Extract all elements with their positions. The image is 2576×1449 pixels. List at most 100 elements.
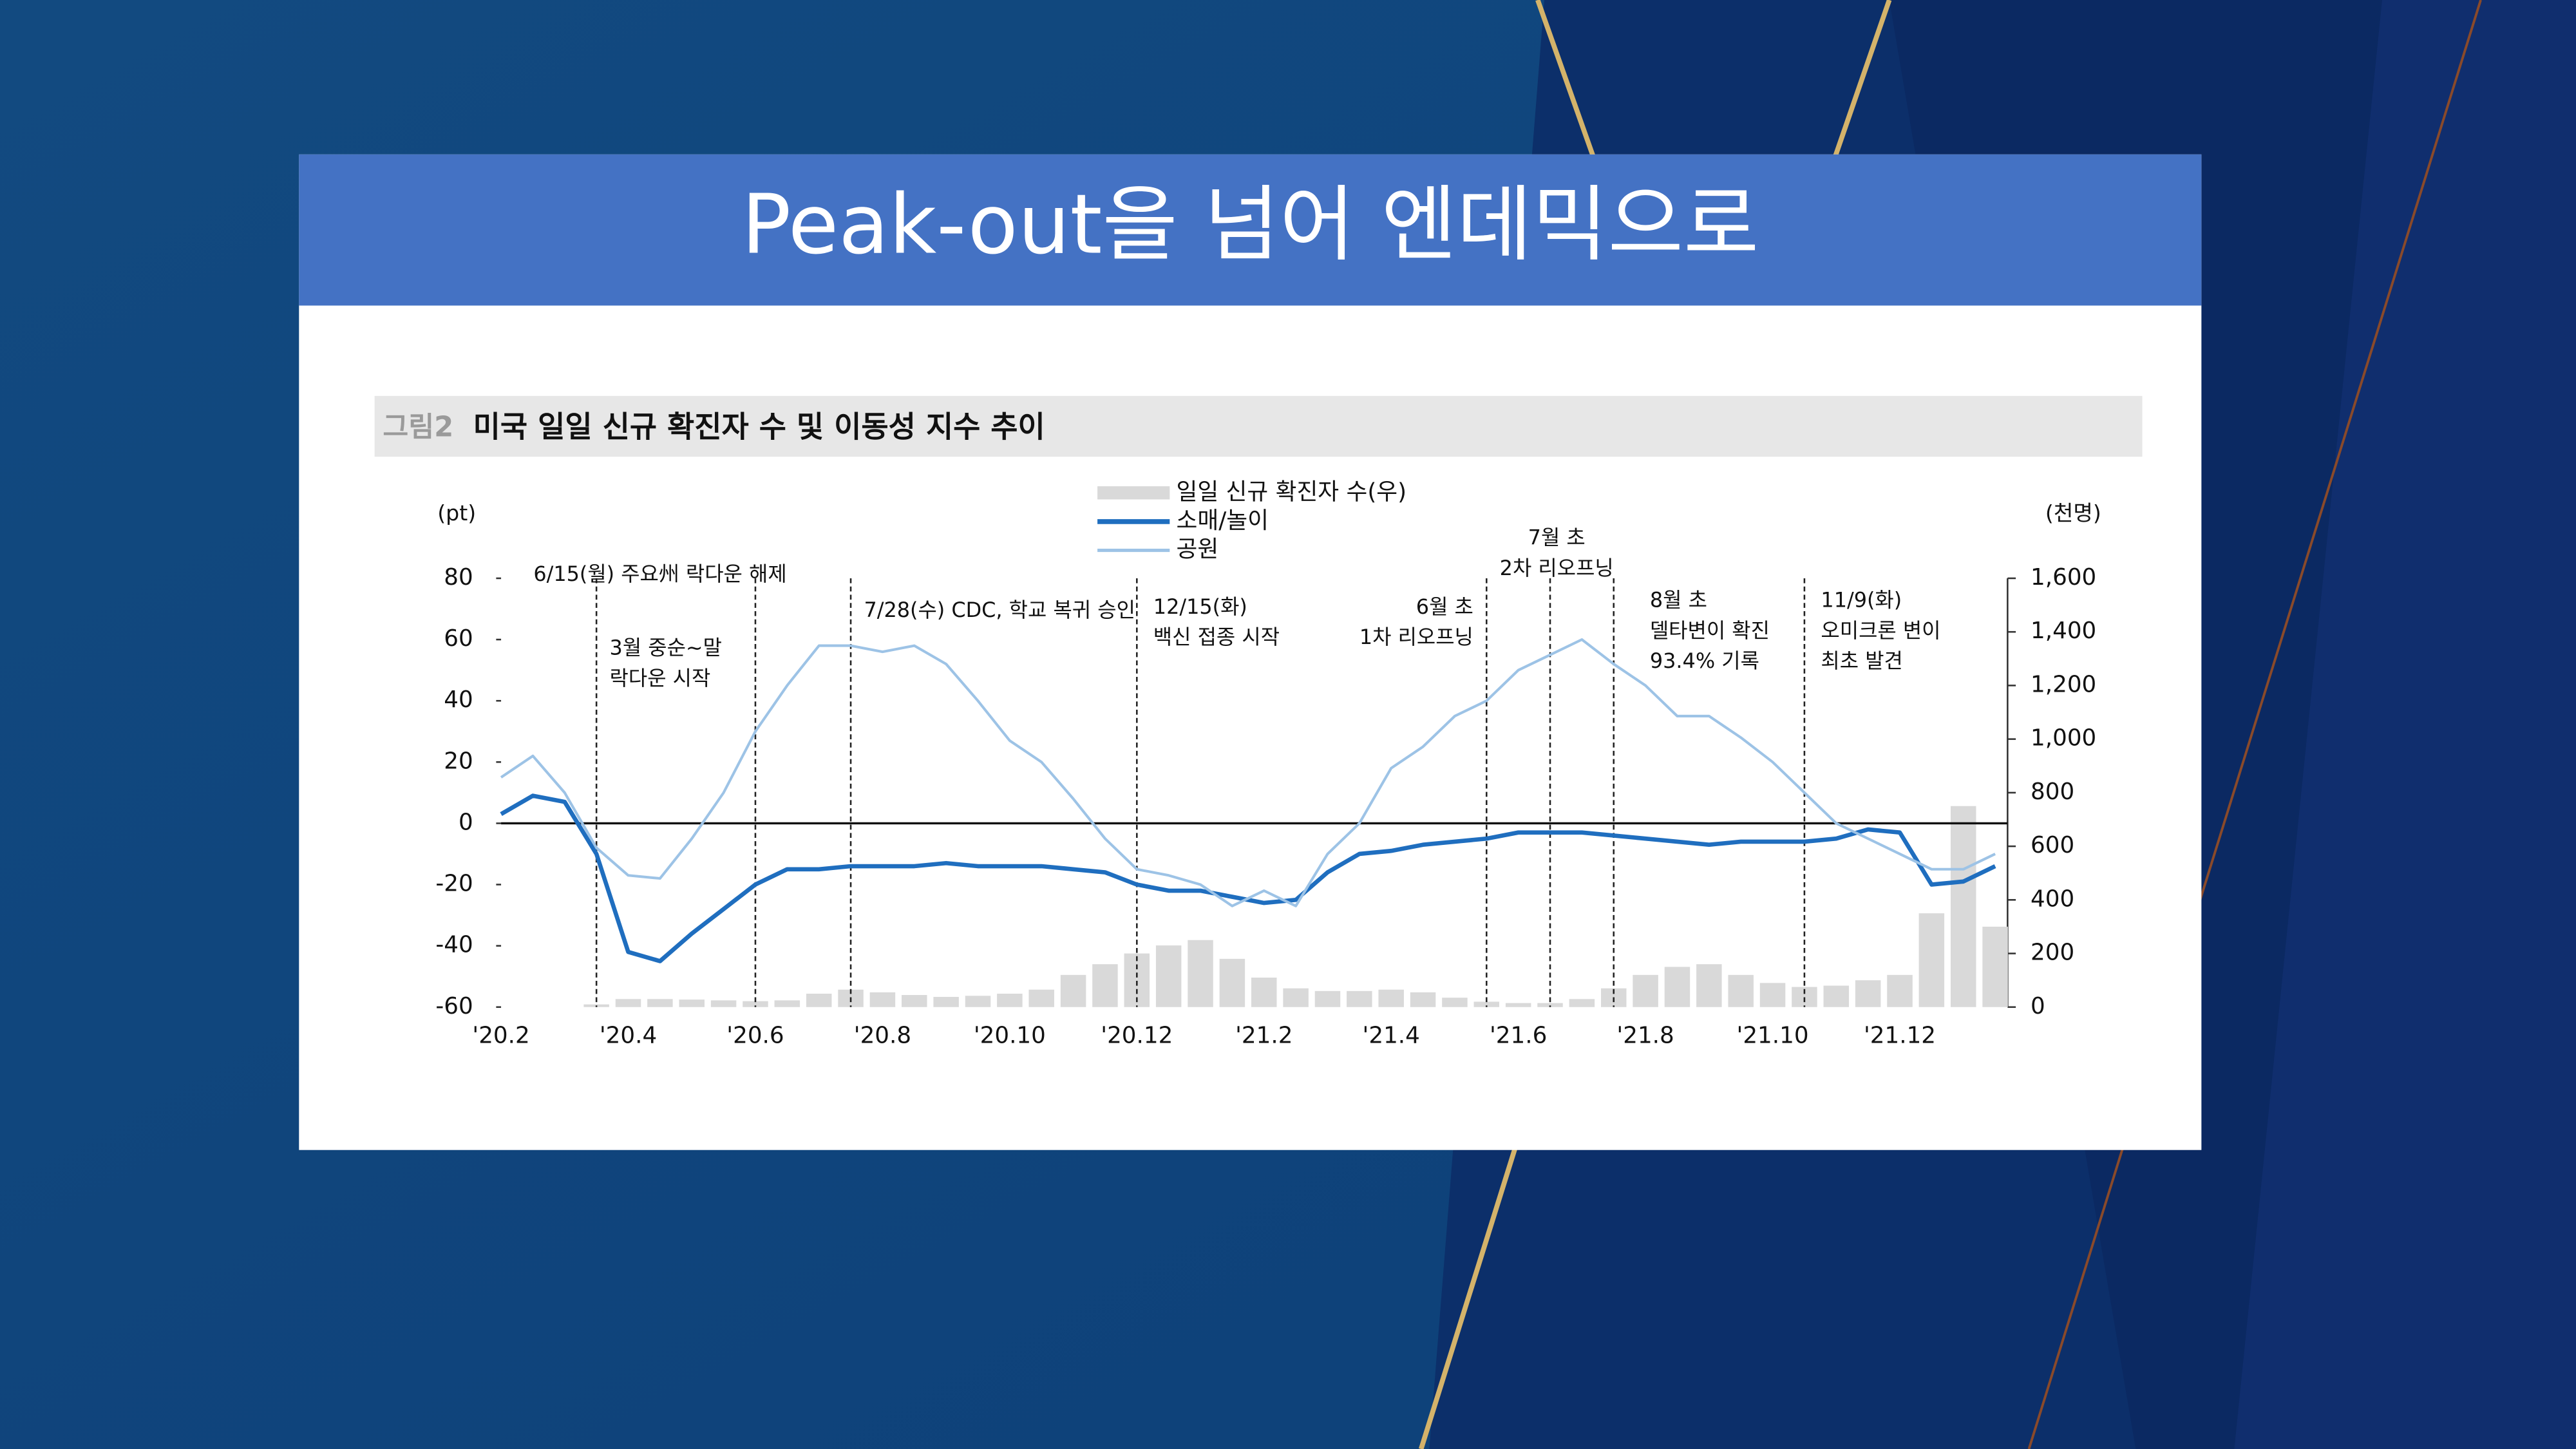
x-tick-label: '21.2 (1235, 1023, 1293, 1049)
y2-tick-label: 800 (2031, 779, 2074, 805)
bar (1283, 988, 1309, 1007)
bar (1219, 958, 1245, 1007)
y-tick-label: 80 (444, 564, 473, 591)
annotation: 최초 발견 (1821, 649, 1902, 673)
bar (1092, 964, 1118, 1007)
x-tick-label: '21.8 (1616, 1023, 1674, 1049)
annotation: 8월 초 (1650, 588, 1707, 612)
y-tick-label: -40 (435, 932, 473, 958)
bar (1473, 1001, 1500, 1007)
bar (679, 999, 705, 1007)
bar (1060, 974, 1086, 1007)
figure-label: 그림2 (383, 411, 453, 443)
copper-line (2027, 0, 2482, 1449)
line (500, 638, 1996, 907)
y2-axis-label: (천명) (2045, 500, 2101, 526)
bar (902, 995, 927, 1007)
gold-line (1418, 1133, 1522, 1449)
bar (710, 1000, 737, 1007)
bar (869, 992, 896, 1007)
annotation: 6/15(월) 주요州 락다운 해제 (533, 562, 786, 586)
annotation: 오미크론 변이 (1821, 618, 1940, 643)
bar (1887, 974, 1913, 1007)
bar (1950, 806, 1976, 1007)
x-tick-label: '20.2 (472, 1023, 529, 1049)
annotation: 백신 접종 시작 (1153, 625, 1280, 649)
y-tick-label: 20 (444, 748, 473, 774)
y2-tick-label: 1,200 (2031, 671, 2096, 697)
header-bar (299, 154, 2202, 306)
bar (1251, 978, 1277, 1007)
bar (1505, 1003, 1531, 1007)
y2-tick-label: 600 (2031, 832, 2074, 858)
bar (1569, 999, 1595, 1007)
y-tick-label: 0 (459, 809, 473, 835)
annotation: 3월 중순~말 (610, 636, 722, 660)
stripe (2234, 0, 2576, 1449)
x-tick-label: '20.8 (854, 1023, 911, 1049)
x-tick-label: '20.6 (726, 1023, 784, 1049)
bar (1028, 989, 1054, 1007)
annotation: 델타변이 확진 (1650, 618, 1770, 643)
bar (1537, 1003, 1563, 1007)
y-tick-label: -20 (435, 871, 473, 897)
line (500, 793, 1996, 963)
bar (1664, 967, 1690, 1007)
x-tick-label: '21.10 (1737, 1023, 1809, 1049)
x-tick-label: '20.12 (1101, 1023, 1173, 1049)
annotation: 6월 초 (1416, 594, 1473, 619)
bar (806, 993, 832, 1007)
bar (1155, 945, 1182, 1007)
y-tick-label: 60 (444, 625, 473, 652)
x-tick-label: '21.4 (1363, 1023, 1420, 1049)
bar (1728, 974, 1754, 1007)
bar (647, 999, 673, 1007)
x-tick-label: '21.12 (1864, 1023, 1936, 1049)
gold-line (1824, 0, 1892, 182)
legend-label: 공원 (1177, 536, 1219, 563)
x-tick-label: '20.4 (600, 1023, 657, 1049)
bar (1759, 983, 1786, 1007)
annotation: 1차 리오프닝 (1359, 625, 1473, 649)
bar (1855, 980, 1881, 1007)
bar (1314, 990, 1341, 1007)
annotation: 락다운 시작 (610, 666, 711, 690)
bar (615, 999, 641, 1007)
x-tick-label: '20.10 (974, 1023, 1046, 1049)
bar (1378, 989, 1404, 1007)
legend-label: 일일 신규 확진자 수(우) (1177, 478, 1407, 505)
bar (1442, 998, 1468, 1007)
y2-tick-label: 200 (2031, 940, 2074, 966)
legend-swatch (1097, 486, 1170, 500)
bar (743, 1001, 768, 1007)
chart-title: 미국 일일 신규 확진자 수 및 이동성 지수 추이 (473, 409, 1045, 444)
y-tick-label: -60 (435, 993, 473, 1019)
bar (1982, 926, 2008, 1007)
annotation: 11/9(화) (1821, 588, 1902, 612)
y2-tick-label: 1,600 (2031, 564, 2096, 591)
bar (1347, 990, 1372, 1007)
y2-tick-label: 1,400 (2031, 618, 2096, 644)
annotation: 93.4% 기록 (1650, 649, 1759, 673)
slide-title: Peak-out을 넘어 엔데믹으로 (741, 177, 1759, 272)
bar (933, 996, 959, 1007)
gold-line (1535, 0, 1604, 182)
bar (965, 996, 991, 1007)
annotation: 7월 초 (1528, 526, 1586, 550)
bar (1696, 964, 1722, 1007)
legend-label: 소매/놀이 (1177, 507, 1269, 534)
bar (774, 1000, 800, 1007)
caption-bar (374, 395, 2143, 457)
x-tick-label: '21.6 (1490, 1023, 1547, 1049)
annotation: 12/15(화) (1153, 594, 1247, 619)
panel (299, 154, 2202, 1150)
bar (1410, 992, 1436, 1007)
bar (1823, 985, 1850, 1007)
annotation: 7/28(수) CDC, 학교 복귀 승인 (864, 598, 1135, 622)
bar (1918, 913, 1945, 1007)
y2-tick-label: 1,000 (2031, 725, 2096, 752)
bar (1188, 940, 1213, 1007)
y2-tick-label: 0 (2031, 993, 2045, 1019)
